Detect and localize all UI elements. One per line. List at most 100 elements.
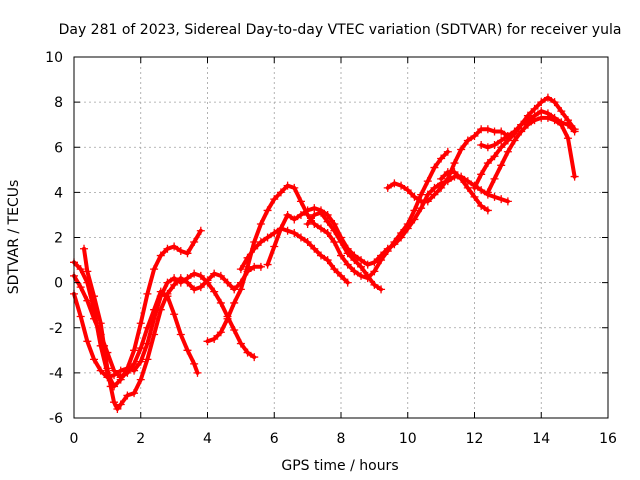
data-point [530, 104, 539, 113]
data-point [497, 136, 506, 145]
data-point [337, 251, 345, 260]
y-tick-label: -4 [49, 366, 63, 382]
data-point [196, 283, 205, 292]
data-point [283, 210, 292, 219]
series-track-13 [477, 107, 579, 152]
data-point [250, 353, 259, 362]
data-point [470, 192, 479, 201]
data-point [90, 292, 99, 301]
data-point [477, 186, 486, 195]
data-point [203, 337, 212, 346]
x-tick-label: 8 [337, 431, 346, 447]
data-point [330, 265, 339, 274]
data-point [170, 280, 179, 289]
data-point [497, 127, 506, 136]
data-point [390, 240, 399, 249]
data-point [330, 238, 339, 247]
x-tick-label: 0 [70, 431, 79, 447]
data-point [170, 274, 179, 283]
x-axis-label: GPS time / hours [281, 458, 398, 474]
data-point [450, 168, 459, 177]
x-tick-label: 4 [203, 431, 212, 447]
data-point [423, 190, 432, 199]
data-point [216, 298, 225, 307]
data-point [316, 208, 325, 217]
data-point [383, 183, 392, 192]
data-point [343, 278, 352, 287]
data-point [230, 326, 239, 335]
data-point [410, 215, 419, 224]
data-point [316, 251, 325, 260]
data-point [176, 330, 185, 339]
data-point [136, 357, 145, 366]
data-point [417, 190, 426, 199]
data-point [196, 271, 205, 280]
data-point [143, 289, 152, 298]
data-point [497, 161, 506, 170]
series-track-4 [80, 244, 265, 413]
data-point [243, 253, 252, 262]
data-point [236, 265, 245, 274]
data-point [243, 348, 252, 357]
data-point [110, 398, 119, 407]
data-point [190, 238, 199, 247]
data-point [357, 262, 366, 271]
data-point [423, 197, 432, 206]
data-point [503, 147, 512, 156]
data-point [190, 285, 199, 294]
data-point [116, 400, 125, 409]
data-point [357, 256, 366, 265]
data-point [490, 140, 499, 149]
data-point [163, 278, 172, 287]
data-point [563, 134, 572, 143]
data-point [103, 364, 112, 373]
data-point [290, 228, 299, 237]
data-point [96, 319, 105, 328]
data-point [136, 319, 145, 328]
data-point [323, 217, 332, 226]
data-point [143, 355, 152, 364]
data-point [503, 197, 512, 206]
data-point [303, 206, 312, 215]
data-point [116, 366, 125, 375]
data-point [170, 242, 179, 251]
data-point [216, 271, 225, 280]
data-point [296, 233, 305, 242]
data-point [150, 265, 159, 274]
data-point [330, 226, 339, 235]
data-point [256, 219, 265, 228]
y-tick-label: 8 [54, 95, 63, 111]
data-point [397, 233, 406, 242]
data-point [123, 391, 132, 400]
data-point [156, 251, 165, 260]
data-point [477, 125, 486, 134]
data-point [303, 219, 312, 228]
series-track-7 [236, 224, 352, 287]
data-point [483, 143, 492, 152]
data-point [316, 224, 325, 233]
data-point [230, 298, 239, 307]
data-point [477, 201, 486, 210]
data-point [210, 335, 219, 344]
x-tick-label: 12 [466, 431, 484, 447]
data-point [270, 228, 279, 237]
data-point [203, 276, 212, 285]
data-point [403, 224, 412, 233]
grid [74, 57, 608, 418]
series-line [72, 273, 200, 380]
data-point [430, 183, 439, 192]
data-point [83, 337, 92, 346]
data-point [236, 285, 245, 294]
data-point [190, 359, 199, 368]
data-point [490, 152, 499, 161]
data-point [423, 177, 432, 186]
data-point [96, 366, 105, 375]
data-point [497, 143, 506, 152]
data-point [377, 285, 386, 294]
data-point [490, 192, 499, 201]
data-point [343, 249, 352, 258]
data-point [457, 174, 466, 183]
data-point [310, 219, 319, 228]
data-point [113, 404, 122, 413]
data-point [290, 215, 299, 224]
